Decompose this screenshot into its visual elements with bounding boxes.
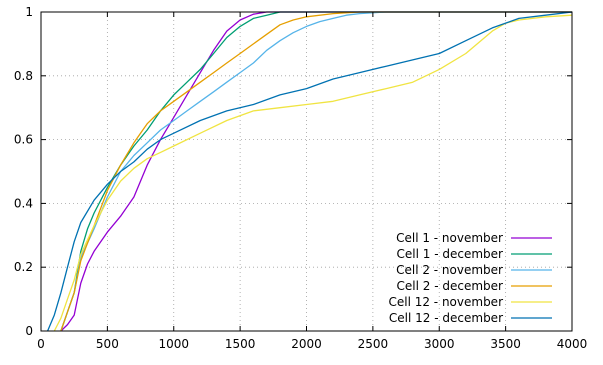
- x-tick-label: 2500: [358, 337, 389, 351]
- legend-label: Cell 2 - november: [396, 263, 503, 277]
- series-line-5: [53, 14, 573, 332]
- x-tick-label: 2000: [291, 337, 322, 351]
- x-tick-label: 4000: [557, 337, 588, 351]
- x-tick-label: 500: [96, 337, 119, 351]
- legend-label: Cell 2 - december: [397, 279, 504, 293]
- x-tick-label: 1500: [225, 337, 256, 351]
- x-tick-label: 3500: [490, 337, 521, 351]
- legend-label: Cell 12 - november: [388, 295, 503, 309]
- x-tick-label: 3000: [424, 337, 455, 351]
- y-tick-label: 0.6: [14, 133, 33, 147]
- x-tick-label: 1000: [158, 337, 189, 351]
- series-line-6: [47, 11, 573, 332]
- series-line-1: [60, 11, 572, 332]
- y-tick-label: 0.4: [14, 196, 33, 210]
- y-tick-label: 0.2: [14, 260, 33, 274]
- legend: Cell 1 - november Cell 1 - december Cell 2…: [388, 231, 552, 325]
- x-tick-label: 0: [37, 337, 45, 351]
- x-axis: 0 500 1000 1500 2000 2500 3000 3500 4000: [37, 12, 587, 351]
- y-tick-label: 0: [25, 324, 33, 338]
- legend-label: Cell 12 - december: [389, 311, 503, 325]
- legend-label: Cell 1 - november: [396, 231, 503, 245]
- y-tick-label: 1: [25, 5, 33, 19]
- y-tick-label: 0.8: [14, 69, 33, 83]
- series-layer: [47, 11, 573, 332]
- y-axis: 0 0.2 0.4 0.6 0.8 1: [14, 5, 572, 338]
- legend-label: Cell 1 - december: [397, 247, 504, 261]
